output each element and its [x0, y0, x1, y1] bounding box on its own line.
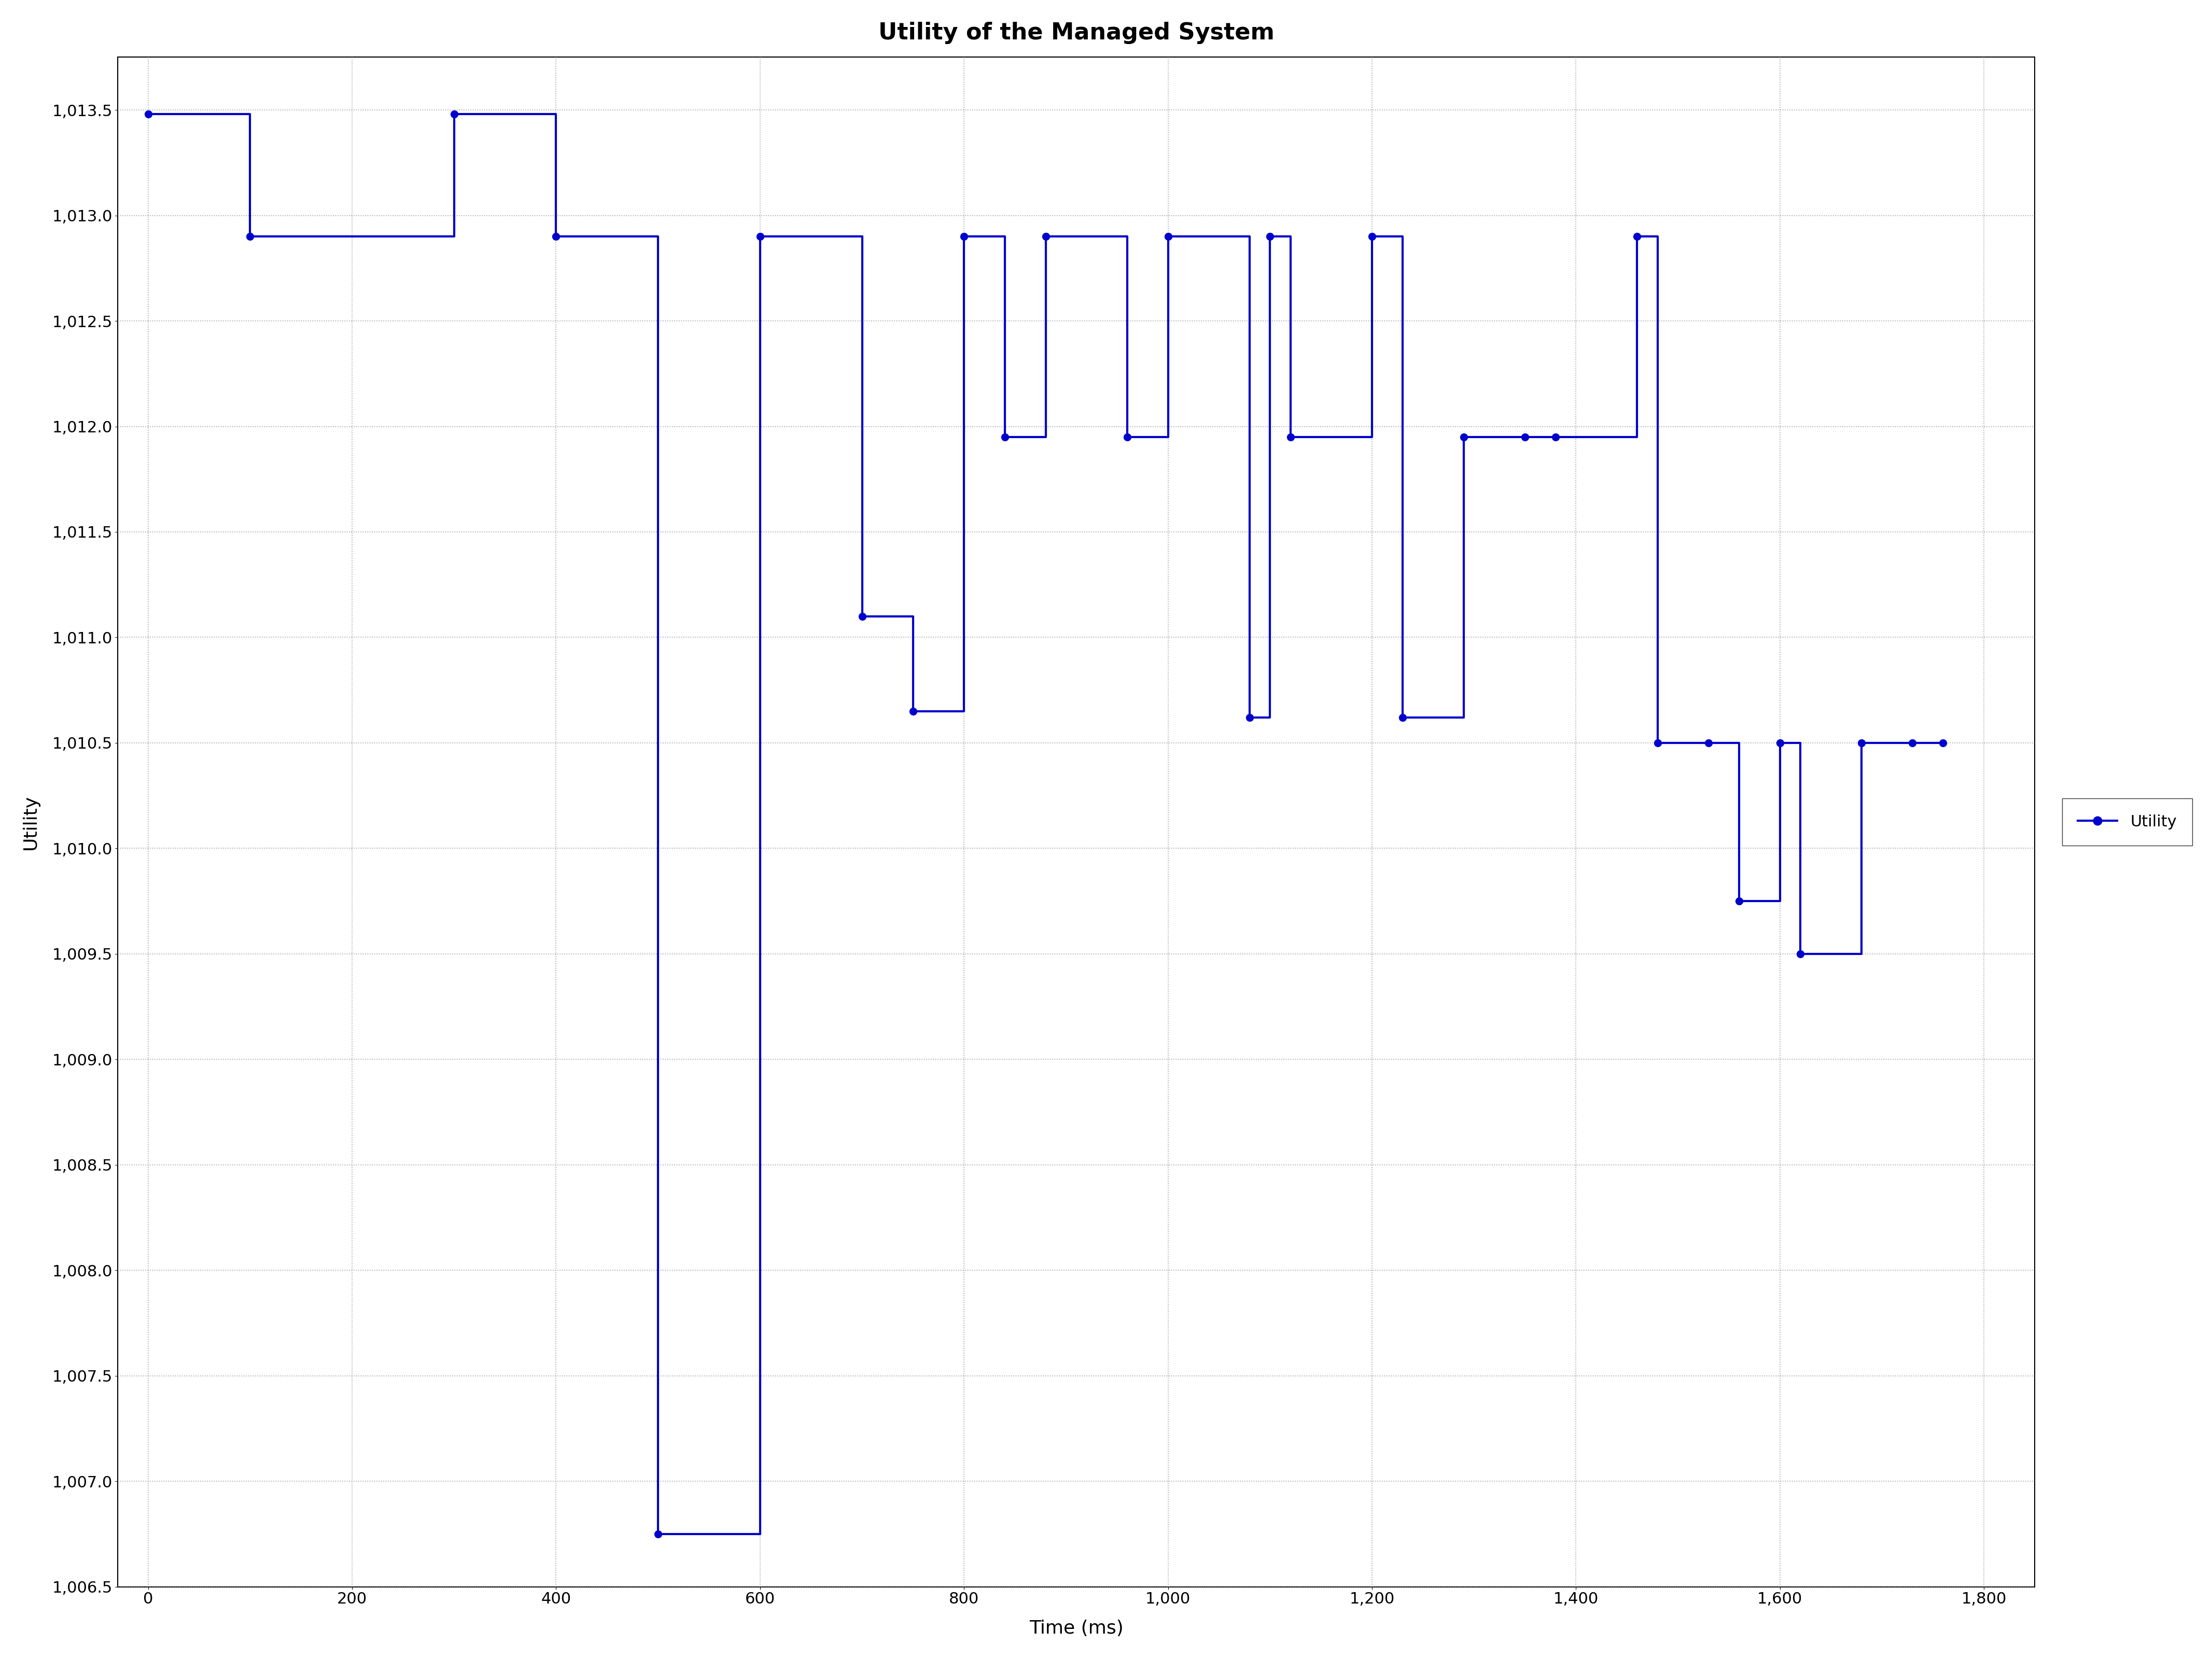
Title: Utility of the Managed System: Utility of the Managed System [878, 22, 1274, 43]
Utility [440, 105, 467, 124]
Utility [1767, 733, 1794, 753]
Utility [1155, 227, 1181, 247]
Utility [849, 606, 876, 625]
Utility [542, 227, 568, 247]
Utility [1276, 426, 1303, 446]
Utility [1542, 426, 1568, 446]
Utility [1849, 733, 1876, 753]
Utility [991, 426, 1018, 446]
Y-axis label: Utility: Utility [22, 795, 40, 849]
Utility [1033, 227, 1060, 247]
Utility [1511, 426, 1537, 446]
Utility [1644, 733, 1670, 753]
Utility [1725, 891, 1752, 911]
Utility [1900, 733, 1927, 753]
Utility [646, 1525, 672, 1545]
Utility [1787, 944, 1814, 964]
Legend: Utility: Utility [2062, 798, 2192, 846]
Utility [1389, 708, 1416, 728]
Utility [1256, 227, 1283, 247]
Utility [135, 105, 161, 124]
Utility [951, 227, 978, 247]
X-axis label: Time (ms): Time (ms) [1029, 1619, 1124, 1637]
Utility [1451, 426, 1478, 446]
Utility [1237, 708, 1263, 728]
Utility [900, 702, 927, 722]
Utility [1694, 733, 1721, 753]
Utility [1624, 227, 1650, 247]
Utility [1358, 227, 1385, 247]
Utility [237, 227, 263, 247]
Utility [1115, 426, 1141, 446]
Utility [1929, 733, 1955, 753]
Utility [748, 227, 774, 247]
Line: Utility: Utility [144, 111, 1947, 1538]
